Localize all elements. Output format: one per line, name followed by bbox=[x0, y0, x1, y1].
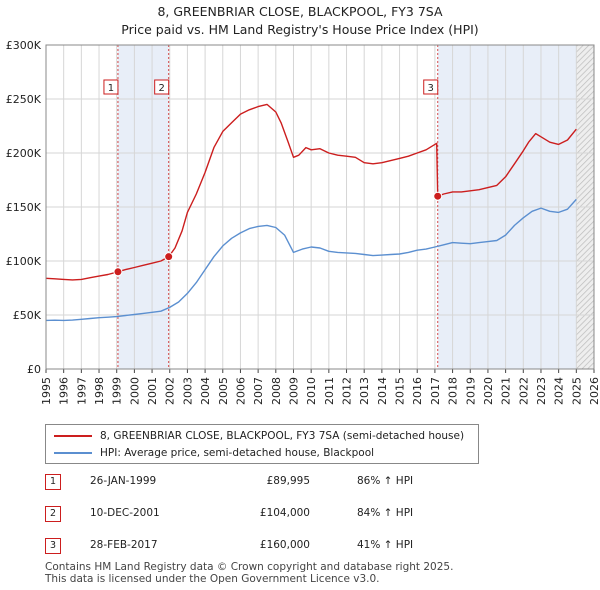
x-tick-label: 2004 bbox=[199, 377, 212, 405]
x-tick-label: 2017 bbox=[429, 377, 442, 405]
table-row: 2 10-DEC-2001 £104,000 84% ↑ HPI bbox=[45, 506, 445, 524]
sale-label-box bbox=[154, 79, 170, 95]
legend-swatch-hpi bbox=[54, 452, 92, 454]
sale-hpi-change: 84% ↑ HPI bbox=[357, 507, 414, 519]
y-tick-label: £150K bbox=[6, 201, 42, 214]
x-tick-label: 1997 bbox=[75, 377, 88, 405]
x-tick-label: 2008 bbox=[270, 377, 283, 405]
legend: 8, GREENBRIAR CLOSE, BLACKPOOL, FY3 7SA … bbox=[45, 424, 479, 464]
table-row: 3 28-FEB-2017 £160,000 41% ↑ HPI bbox=[45, 538, 445, 556]
chart-title: 8, GREENBRIAR CLOSE, BLACKPOOL, FY3 7SA bbox=[157, 4, 443, 19]
sale-date: 28-FEB-2017 bbox=[90, 539, 158, 551]
x-tick-label: 2021 bbox=[500, 377, 513, 405]
footer-licence: This data is licensed under the Open Gov… bbox=[45, 573, 380, 585]
sale-price: £89,995 bbox=[266, 475, 310, 487]
y-tick-label: £100K bbox=[6, 255, 42, 268]
legend-swatch-property bbox=[54, 435, 92, 437]
y-tick-label: £200K bbox=[6, 147, 42, 160]
sale-point bbox=[433, 191, 443, 201]
x-tick-label: 2018 bbox=[447, 377, 460, 405]
x-tick-label: 2024 bbox=[553, 377, 566, 405]
footer-copyright: Contains HM Land Registry data © Crown c… bbox=[45, 561, 454, 573]
x-tick-label: 1998 bbox=[93, 377, 106, 405]
x-tick-label: 2026 bbox=[588, 377, 600, 405]
price-chart: £0 £50K £100K £150K £200K £250K £300K 1995 1996 1… bbox=[6, 39, 600, 405]
x-tick-label: 2007 bbox=[252, 377, 265, 405]
x-tick-label: 2014 bbox=[376, 377, 389, 405]
legend-item-property: 8, GREENBRIAR CLOSE, BLACKPOOL, FY3 7SA … bbox=[54, 428, 464, 444]
x-tick-label: 2010 bbox=[305, 377, 318, 405]
x-tick-label: 2011 bbox=[323, 377, 336, 405]
hpi-line bbox=[45, 198, 577, 322]
y-tick-label: £50K bbox=[13, 309, 42, 322]
x-tick-label: 2001 bbox=[146, 377, 159, 405]
sale-number-badge: 3 bbox=[45, 538, 61, 554]
sale-date: 10-DEC-2001 bbox=[90, 507, 160, 519]
sale-number-badge: 2 bbox=[45, 506, 61, 522]
sale-hpi-change: 86% ↑ HPI bbox=[357, 475, 414, 487]
sale-price: £160,000 bbox=[259, 539, 310, 551]
x-tick-label: 2013 bbox=[358, 377, 371, 405]
x-tick-label: 2005 bbox=[217, 377, 230, 405]
sale-label-box bbox=[423, 79, 439, 95]
legend-label-hpi: HPI: Average price, semi-detached house,… bbox=[100, 447, 375, 459]
x-tick-label: 2012 bbox=[341, 377, 354, 405]
sale-point bbox=[113, 267, 123, 277]
y-tick-label: £0 bbox=[27, 363, 41, 376]
legend-item-hpi: HPI: Average price, semi-detached house,… bbox=[54, 445, 374, 461]
legend-label-property: 8, GREENBRIAR CLOSE, BLACKPOOL, FY3 7SA … bbox=[100, 430, 465, 442]
x-tick-label: 2003 bbox=[181, 377, 194, 405]
chart-subtitle: Price paid vs. HM Land Registry's House … bbox=[121, 22, 479, 37]
sale-hpi-change: 41% ↑ HPI bbox=[357, 539, 414, 551]
sale-label: 2 bbox=[158, 83, 164, 94]
y-tick-label: £250K bbox=[6, 93, 42, 106]
sale-date: 26-JAN-1999 bbox=[90, 475, 157, 487]
x-tick-label: 2022 bbox=[517, 377, 530, 405]
x-tick-label: 2025 bbox=[570, 377, 583, 405]
x-tick-label: 1995 bbox=[40, 377, 53, 405]
sale-label: 3 bbox=[428, 83, 434, 94]
sale-point bbox=[164, 252, 174, 262]
x-tick-label: 2019 bbox=[464, 377, 477, 405]
x-tick-label: 2020 bbox=[482, 377, 495, 405]
sale-label-box bbox=[103, 79, 119, 95]
sale-label: 1 bbox=[108, 83, 114, 94]
x-tick-label: 1999 bbox=[111, 377, 124, 405]
sale-price: £104,000 bbox=[259, 507, 310, 519]
x-tick-label: 2015 bbox=[394, 377, 407, 405]
x-tick-label: 2002 bbox=[164, 377, 177, 405]
x-tick-label: 2000 bbox=[128, 377, 141, 405]
x-tick-label: 2016 bbox=[411, 377, 424, 405]
plot-border bbox=[45, 44, 595, 370]
x-tick-label: 2023 bbox=[535, 377, 548, 405]
y-tick-label: £300K bbox=[6, 39, 42, 52]
x-tick-label: 2006 bbox=[234, 377, 247, 405]
x-tick-label: 2009 bbox=[287, 377, 300, 405]
property-price-line bbox=[45, 103, 577, 281]
sale-number-badge: 1 bbox=[45, 474, 61, 490]
x-tick-label: 1996 bbox=[58, 377, 71, 405]
table-row: 1 26-JAN-1999 £89,995 86% ↑ HPI bbox=[45, 474, 445, 492]
